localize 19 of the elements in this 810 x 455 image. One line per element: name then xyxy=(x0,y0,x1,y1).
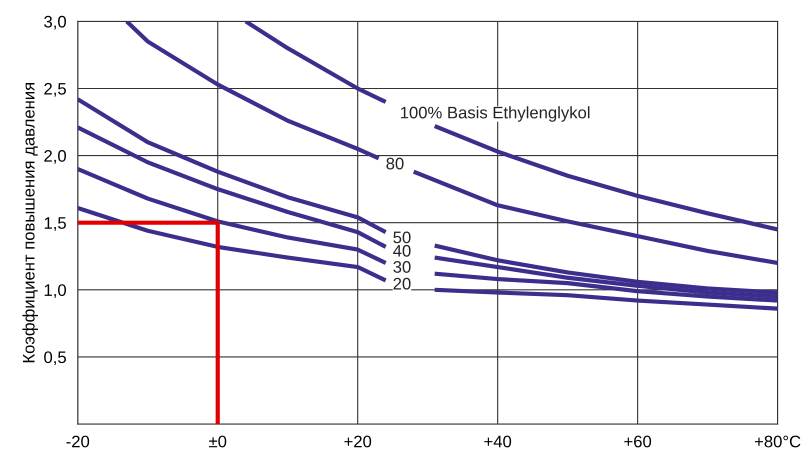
series-label: 50 xyxy=(393,232,411,244)
y-tick-label: 0,5 xyxy=(44,351,66,366)
x-tick-label: -20 xyxy=(66,436,90,448)
x-tick-label: ±0 xyxy=(209,436,226,448)
series-label: 40 xyxy=(393,244,411,257)
y-tick-label: 3,0 xyxy=(44,16,66,30)
y-tick-label: 1,0 xyxy=(44,284,66,298)
y-axis-title: Коэффициент повышения давления xyxy=(22,83,38,362)
y-tick-label: 2,5 xyxy=(44,82,66,97)
series-label: 100% Basis Ethylenglykol xyxy=(400,106,590,122)
series-label: 30 xyxy=(393,261,411,273)
x-tick-label: +40 xyxy=(484,436,512,448)
y-tick-label: 2,0 xyxy=(44,150,66,164)
y-tick-label: 1,5 xyxy=(44,217,66,231)
x-tick-label: +80°C xyxy=(754,436,800,448)
x-tick-label: +20 xyxy=(344,436,372,448)
x-tick-label: +60 xyxy=(624,436,652,448)
series-label: 80 xyxy=(386,158,404,170)
series-label: 20 xyxy=(394,278,411,290)
